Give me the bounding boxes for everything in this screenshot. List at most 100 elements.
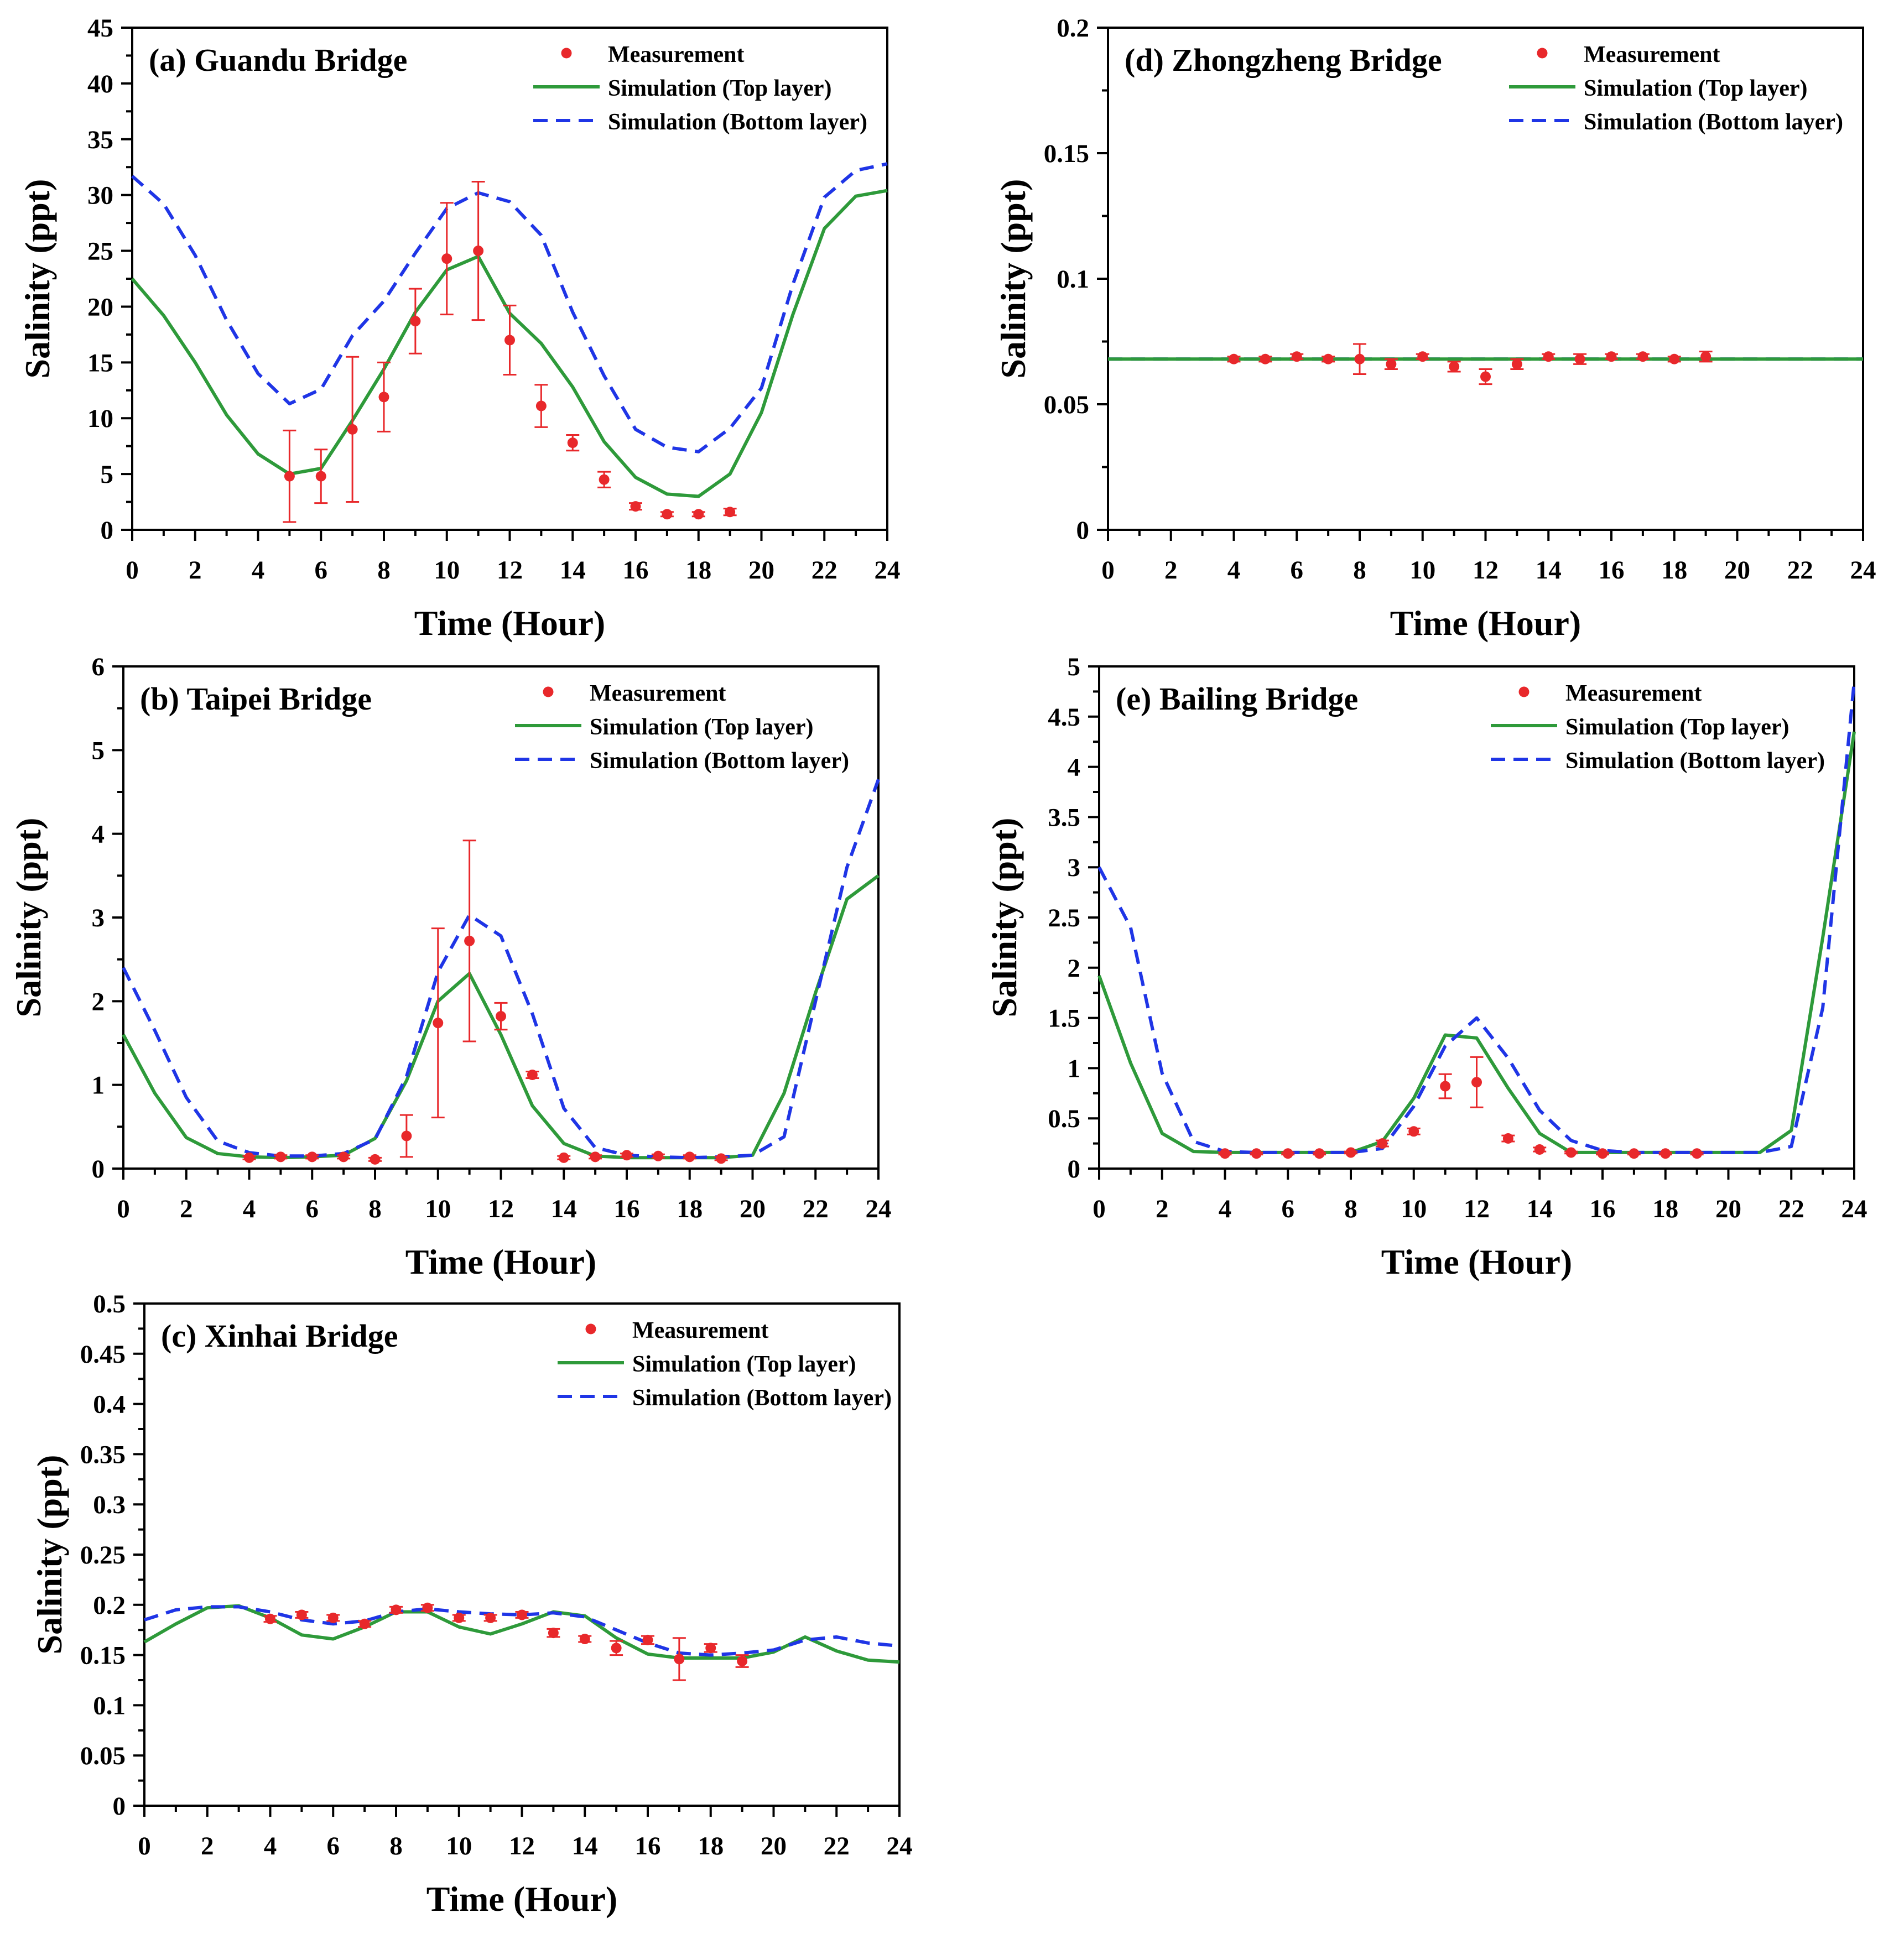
x-tick-label: 10 — [446, 1832, 472, 1860]
x-tick-label: 24 — [887, 1832, 913, 1860]
measurement-point — [496, 1011, 506, 1022]
y-tick-label: 4 — [1068, 753, 1081, 782]
x-tick-label: 0 — [126, 556, 139, 585]
measurement-point — [378, 392, 389, 403]
x-tick-label: 4 — [1219, 1195, 1232, 1223]
measurement-point — [315, 471, 326, 482]
series-points — [263, 1602, 749, 1681]
y-tick-label: 0 — [113, 1792, 126, 1821]
y-axis-title: Salinity (ppt) — [18, 179, 57, 379]
measurement-point — [504, 335, 515, 346]
x-tick-label: 8 — [1353, 556, 1366, 585]
measurement-point — [244, 1152, 254, 1163]
y-axis-title: Salinity (ppt) — [985, 818, 1024, 1018]
measurement-point — [716, 1153, 727, 1164]
measurement-point — [1220, 1148, 1230, 1159]
measurement-point — [1692, 1148, 1703, 1159]
measurement-point — [725, 507, 736, 518]
x-axis-title: Time (Hour) — [1381, 1242, 1572, 1281]
x-tick-label: 2 — [180, 1195, 193, 1223]
measurement-point — [1597, 1148, 1608, 1159]
panel-title: (c) Xinhai Bridge — [161, 1318, 398, 1354]
x-axis-title: Time (Hour) — [405, 1242, 596, 1281]
measurement-point — [1565, 1147, 1577, 1158]
measurement-point — [275, 1151, 286, 1163]
legend-marker-measurement — [561, 48, 572, 59]
measurement-point — [296, 1609, 307, 1620]
x-tick-label: 2 — [1164, 556, 1178, 585]
y-tick-label: 0.35 — [80, 1440, 126, 1469]
y-tick-label: 4.5 — [1048, 703, 1080, 732]
x-tick-label: 18 — [1661, 556, 1687, 585]
measurement-point — [527, 1070, 538, 1081]
x-tick-label: 8 — [389, 1832, 403, 1860]
legend: Measurement Simulation (Top layer) Simulat… — [533, 42, 867, 135]
chart-panel-e: 0 2 4 6 8 10 12 14 16 18 20 22 2400.511.522.533.544.… — [985, 653, 1867, 1281]
measurement-point — [1354, 353, 1365, 364]
x-tick-label: 18 — [698, 1832, 724, 1860]
y-tick-label: 3.5 — [1048, 803, 1080, 832]
measurement-point — [662, 509, 673, 520]
measurement-point — [621, 1150, 632, 1161]
measurement-point — [441, 253, 452, 264]
x-axis-title: Time (Hour) — [1390, 603, 1581, 643]
x-tick-label: 22 — [1787, 556, 1813, 585]
x-tick-label: 16 — [623, 556, 649, 585]
y-tick-label: 0.3 — [93, 1490, 126, 1519]
measurement-point — [1282, 1148, 1293, 1159]
y-tick-label: 0.4 — [93, 1390, 126, 1419]
measurement-point — [548, 1628, 559, 1639]
legend-label: Simulation (Top layer) — [1565, 715, 1789, 740]
measurement-point — [284, 471, 295, 482]
x-tick-label: 22 — [803, 1195, 829, 1223]
x-tick-label: 24 — [1850, 556, 1876, 585]
legend-label: Simulation (Top layer) — [608, 76, 832, 101]
x-tick-label: 0 — [1101, 556, 1115, 585]
y-tick-label: 3 — [1068, 853, 1081, 882]
legend-marker-measurement — [1518, 686, 1530, 697]
x-tick-label: 4 — [243, 1195, 256, 1223]
measurement-point — [306, 1151, 318, 1163]
legend-label: Simulation (Bottom layer) — [632, 1385, 892, 1411]
y-tick-label: 5 — [92, 736, 105, 765]
legend-label: Simulation (Bottom layer) — [1565, 748, 1825, 774]
measurement-point — [370, 1154, 381, 1165]
x-tick-label: 2 — [201, 1832, 214, 1860]
panel-title: (e) Bailing Bridge — [1116, 681, 1358, 717]
x-tick-label: 6 — [1282, 1195, 1295, 1223]
y-tick-label: 0.2 — [93, 1591, 126, 1620]
measurement-point — [1377, 1138, 1388, 1149]
x-tick-label: 18 — [677, 1195, 703, 1223]
x-tick-label: 0 — [1093, 1195, 1106, 1223]
series-points — [1227, 343, 1713, 385]
measurement-point — [1229, 353, 1239, 364]
legend-label: Simulation (Bottom layer) — [1584, 110, 1843, 135]
y-tick-label: 40 — [87, 70, 113, 98]
x-tick-label: 24 — [866, 1195, 892, 1223]
measurement-point — [1471, 1077, 1482, 1088]
panel-title: (d) Zhongzheng Bridge — [1125, 42, 1442, 78]
y-tick-label: 2 — [92, 987, 105, 1016]
measurement-point — [347, 424, 358, 435]
x-tick-label: 12 — [497, 556, 523, 585]
measurement-point — [674, 1654, 685, 1665]
y-tick-label: 15 — [87, 348, 113, 377]
y-tick-label: 0.5 — [1048, 1104, 1080, 1133]
x-tick-label: 12 — [509, 1832, 535, 1860]
measurement-point — [1408, 1126, 1419, 1137]
x-tick-label: 10 — [434, 556, 460, 585]
x-tick-label: 20 — [740, 1195, 766, 1223]
series-dashed — [144, 1605, 900, 1657]
legend-label: Measurement — [608, 42, 744, 67]
y-tick-label: 0.15 — [80, 1641, 126, 1670]
y-tick-label: 35 — [87, 126, 113, 154]
measurement-point — [590, 1151, 601, 1163]
measurement-point — [1291, 351, 1302, 362]
x-tick-label: 14 — [1527, 1195, 1553, 1223]
x-tick-label: 12 — [1464, 1195, 1490, 1223]
y-tick-label: 0 — [1068, 1155, 1081, 1184]
measurement-point — [1314, 1148, 1325, 1159]
measurement-point — [684, 1151, 695, 1163]
measurement-point — [1543, 351, 1554, 362]
measurement-point — [558, 1152, 569, 1163]
